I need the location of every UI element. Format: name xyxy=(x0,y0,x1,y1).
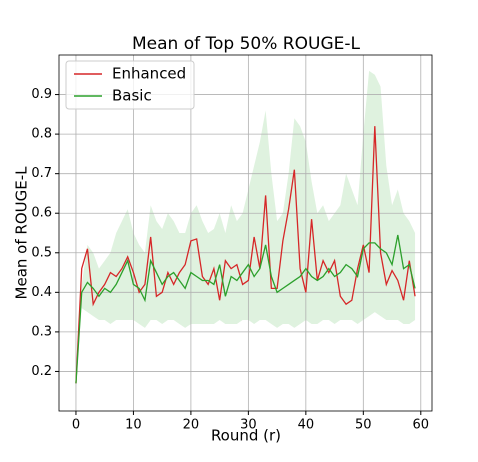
y-axis-label: Mean of ROUGE-L xyxy=(13,166,31,300)
line xyxy=(75,234,416,384)
x-tick-label: 50 xyxy=(355,418,372,433)
y-tick-label: 0.4 xyxy=(31,285,52,300)
x-tick-label: 40 xyxy=(298,418,315,433)
x-tick-label: 30 xyxy=(240,418,257,433)
legend-box xyxy=(65,60,195,110)
x-tick-label: 0 xyxy=(72,418,80,433)
legend-label: Basic xyxy=(112,87,152,105)
x-axis-label: Round (r) xyxy=(211,427,281,445)
line xyxy=(75,126,416,384)
y-tick-label: 0.6 xyxy=(31,206,52,221)
x-tick-label: 10 xyxy=(125,418,142,433)
plot-frame xyxy=(58,54,433,412)
x-tick-label: 60 xyxy=(413,418,430,433)
band xyxy=(75,70,416,384)
y-tick-label: 0.7 xyxy=(31,166,52,181)
legend-label: Enhanced xyxy=(112,65,186,83)
y-tick-label: 0.5 xyxy=(31,245,52,260)
y-tick-label: 0.8 xyxy=(31,127,52,142)
chart-title: Mean of Top 50% ROUGE-L xyxy=(132,34,360,54)
y-tick-label: 0.2 xyxy=(31,364,52,379)
y-tick-label: 0.3 xyxy=(31,324,52,339)
x-tick-label: 20 xyxy=(183,418,200,433)
y-tick-label: 0.9 xyxy=(31,87,52,102)
